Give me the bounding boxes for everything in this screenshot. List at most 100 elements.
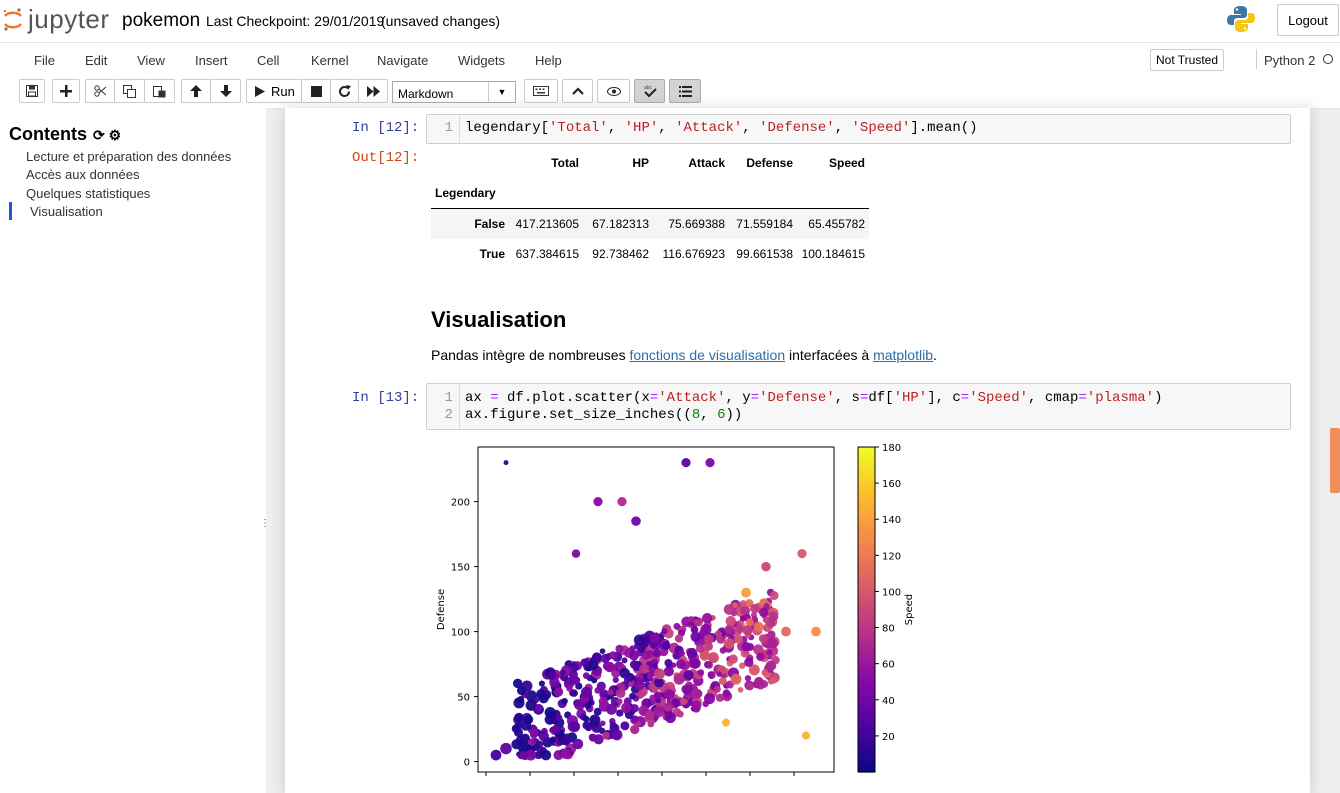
run-button[interactable]: Run	[246, 79, 302, 103]
notebook-name[interactable]: pokemon	[122, 10, 201, 31]
menu-navigate[interactable]: Navigate	[377, 53, 429, 68]
scatter-point	[612, 676, 619, 684]
jupyter-logo-icon	[3, 7, 22, 31]
interrupt-button[interactable]	[301, 79, 331, 103]
move-down-button[interactable]	[210, 79, 241, 103]
scatter-point	[633, 634, 645, 646]
toc-item-acces[interactable]: Accès aux données	[26, 167, 140, 182]
scatter-point	[630, 715, 639, 724]
code-cell-12[interactable]: 1 legendary['Total', 'HP', 'Attack', 'De…	[426, 114, 1291, 144]
scatter-point	[653, 691, 662, 700]
toc-item-visualisation[interactable]: Visualisation	[30, 204, 103, 219]
menu-widgets[interactable]: Widgets	[458, 53, 505, 68]
line-number: 1	[444, 120, 453, 136]
restart-button[interactable]	[330, 79, 359, 103]
scatter-point	[519, 750, 528, 760]
scatter-point	[746, 682, 754, 691]
scatter-point	[516, 686, 526, 696]
scatter-point	[663, 689, 675, 700]
paste-button[interactable]	[144, 79, 175, 103]
move-up-button[interactable]	[181, 79, 211, 103]
scatter-point	[673, 673, 685, 685]
toc-toggle-button[interactable]	[669, 79, 701, 103]
scrollbar-thumb[interactable]	[1330, 428, 1340, 493]
scatter-point	[570, 721, 580, 732]
scatter-point	[639, 663, 650, 675]
restart-run-all-button[interactable]	[358, 79, 388, 103]
spellcheck-button[interactable]: abc	[634, 79, 665, 103]
in-prompt-13: In [13]:	[352, 390, 420, 406]
code-cell-13[interactable]: 1 2 ax = df.plot.scatter(x='Attack', y='…	[426, 383, 1291, 430]
colorbar-segment	[858, 755, 875, 762]
scatter-point	[514, 712, 524, 723]
menu-kernel[interactable]: Kernel	[311, 53, 349, 68]
colorbar-tick-label: 40	[882, 696, 895, 707]
scatter-point	[748, 664, 760, 676]
link-visualisation[interactable]: fonctions de visualisation	[629, 347, 786, 363]
insert-cell-button[interactable]	[52, 79, 80, 103]
menu-file[interactable]: File	[34, 53, 55, 68]
scatter-point	[683, 669, 694, 681]
sidebar-resize-handle[interactable]: ⋮	[260, 518, 270, 529]
link-matplotlib[interactable]: matplotlib	[873, 347, 933, 363]
refresh-icon[interactable]: ⟳	[93, 127, 105, 143]
scatter-point	[523, 714, 534, 725]
scatter-point	[676, 710, 684, 718]
colorbar-segment	[858, 452, 875, 459]
scatter-point	[695, 644, 705, 653]
toc-item-statistiques[interactable]: Quelques statistiques	[26, 186, 151, 201]
scatter-point	[761, 669, 769, 676]
fast-forward-icon	[366, 85, 380, 97]
scatter-point	[661, 628, 668, 635]
scatter-point	[599, 648, 606, 654]
cut-button[interactable]	[85, 79, 115, 103]
table-cell: 71.559184	[736, 217, 793, 231]
gear-icon[interactable]: ⚙	[108, 127, 122, 143]
logout-button[interactable]: Logout	[1277, 4, 1339, 36]
menu-insert[interactable]: Insert	[195, 53, 228, 68]
scatter-point	[517, 696, 525, 704]
copy-button[interactable]	[114, 79, 145, 103]
preview-button[interactable]	[597, 79, 630, 103]
table-col-header: HP	[632, 156, 649, 170]
table-col-header: Defense	[746, 156, 793, 170]
jupyter-logo[interactable]: jupyter	[2, 4, 110, 35]
y-axis-label: Defense	[436, 589, 447, 630]
table-col-header: Total	[551, 156, 579, 170]
code-line: ax = df.plot.scatter(x='Attack', y='Defe…	[465, 390, 1163, 406]
scatter-point	[547, 671, 557, 681]
colorbar-segment	[858, 544, 875, 551]
save-button[interactable]	[19, 79, 45, 103]
colorbar-label: Speed	[904, 594, 915, 625]
scatter-point	[629, 660, 639, 669]
scatter-point	[707, 652, 719, 664]
scatter-point	[664, 704, 671, 712]
line-number: 1	[444, 390, 453, 406]
scatter-point	[713, 685, 721, 693]
colorbar-tick-label: 180	[882, 443, 901, 454]
colorbar-segment	[858, 560, 875, 567]
colorbar-tick-label: 160	[882, 479, 901, 490]
colorbar-segment	[858, 690, 875, 697]
scatter-point	[569, 689, 578, 697]
collapse-button[interactable]	[562, 79, 593, 103]
arrow-up-icon	[190, 85, 202, 97]
menu-cell[interactable]: Cell	[257, 53, 280, 68]
eye-icon	[606, 86, 621, 96]
scatter-point	[722, 689, 731, 697]
cell-type-select[interactable]: Markdown ▼	[392, 81, 516, 103]
toc-item-lecture[interactable]: Lecture et préparation des données	[26, 149, 232, 164]
scatter-point	[615, 644, 624, 653]
command-palette-button[interactable]	[524, 79, 558, 103]
scatter-point	[580, 658, 589, 667]
colorbar-segment	[858, 549, 875, 556]
colorbar-segment	[858, 712, 875, 719]
menu-view[interactable]: View	[137, 53, 165, 68]
scatter-point	[551, 724, 561, 734]
menu-help[interactable]: Help	[535, 53, 562, 68]
scatter-point	[724, 625, 734, 634]
table-cell: 67.182313	[592, 217, 649, 231]
menu-edit[interactable]: Edit	[85, 53, 108, 68]
trust-button[interactable]: Not Trusted	[1150, 49, 1225, 71]
scatter-point	[690, 658, 701, 668]
